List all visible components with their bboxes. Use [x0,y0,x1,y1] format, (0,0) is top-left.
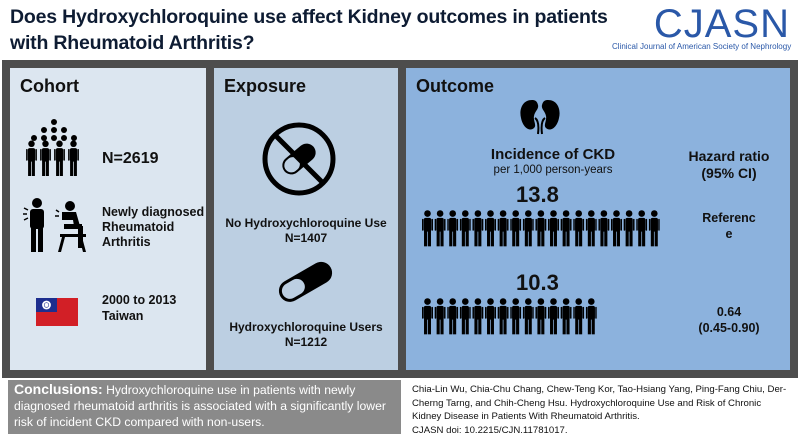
citation: Chia-Lin Wu, Chia-Chu Chang, Chew-Teng K… [412,383,792,437]
hazard-ratio-title: Hazard ratio (95% CI) [674,148,784,182]
conclusions: Conclusions: Hydroxychloroquine use in p… [14,381,399,430]
person-icon [611,210,622,247]
hr-no-hcq: Referenc e [674,210,784,242]
logo-subtitle: Clinical Journal of American Society of … [612,42,792,51]
citation-article: Hydroxychloroquine Use and Risk of Chron… [412,397,762,423]
cohort-heading: Cohort [20,76,79,96]
conclusions-text: Hydroxychloroquine use in patients with … [14,383,386,429]
incidence-unit: per 1,000 person-years [493,164,613,176]
people-row-hcq [422,298,604,335]
person-icon [598,298,604,335]
outcome-heading: Outcome [416,76,495,96]
condition-line-1: Newly diagnosed [102,205,205,219]
person-icon [560,210,572,247]
citation-authors: Chia-Lin Wu, Chia-Chu Chang, Chew-Teng K… [412,384,787,409]
person-icon [548,210,559,247]
hcq-users-label: Hydroxychloroquine Users [229,320,383,334]
cohort-country: Taiwan [102,309,144,323]
arthritis-patients-icon [23,198,86,252]
person-icon [636,210,648,247]
person-icon [623,210,635,247]
hcq-users-n: N=1212 [284,335,328,349]
person-icon [485,210,496,247]
hr-no-hcq-2: e [725,227,733,241]
citation-doi: CJASN doi: 10.2215/CJN.11781017. [412,424,568,436]
person-icon [522,210,534,247]
person-icon [422,298,433,335]
page-title: Does Hydroxychloroquine use affect Kidne… [10,6,608,54]
person-icon [434,210,446,247]
person-icon [510,210,522,247]
incidence-title: Incidence of CKD [490,146,616,163]
rate-no-hcq: 13.8 [516,182,559,207]
hr-hcq: 0.64 (0.45-0.90) [674,304,784,336]
cohort-period: 2000 to 2013 Taiwan [102,292,176,324]
hr-hcq-2: (0.45-0.90) [698,321,760,335]
person-icon [510,298,522,335]
cohort-panel: Cohort N=2619 [10,68,206,370]
person-icon [585,210,597,247]
main-frame: Cohort N=2619 [2,60,798,378]
pill-icon [278,261,333,302]
person-icon [535,298,547,335]
taiwan-flag-icon [36,298,78,326]
person-icon [497,210,509,247]
hazard-ratio-title-2: (95% CI) [701,165,757,181]
person-icon [573,210,585,247]
person-icon [585,298,597,335]
outcome-panel: Outcome Incidence of CKD per 1,000 perso… [406,68,790,370]
person-icon [573,298,585,335]
no-pill-icon [262,122,336,196]
condition-line-3: Arthritis [102,235,151,249]
no-hcq-n: N=1407 [284,231,328,245]
exposure-panel: Exposure No Hydroxychloroquine Use N=140… [214,68,398,370]
people-row-no-hcq [422,210,660,247]
conclusions-label: Conclusions: [14,381,103,397]
exposure-heading: Exposure [224,76,307,96]
person-icon [459,210,471,247]
cohort-n: N=2619 [102,150,159,167]
kidneys-icon [520,100,560,135]
person-icon [472,210,484,247]
person-icon [459,298,471,335]
person-icon [434,298,446,335]
person-icon [422,210,433,247]
exposure-group-users: Hydroxychloroquine Users N=1212 [214,320,398,350]
no-hcq-label: No Hydroxychloroquine Use [225,216,387,230]
cohort-condition: Newly diagnosed Rheumatoid Arthritis [102,205,204,250]
hr-hcq-1: 0.64 [716,305,742,319]
logo-text: CJASN [653,2,790,46]
population-icon [26,119,79,176]
hr-no-hcq-1: Referenc [702,211,756,225]
person-icon [447,210,459,247]
condition-line-2: Rheumatoid [102,220,175,234]
rate-hcq: 10.3 [516,270,559,295]
cohort-years: 2000 to 2013 [102,293,177,307]
person-icon [648,210,660,247]
person-icon [472,298,484,335]
journal-logo: CJASN Clinical Journal of American Socie… [612,2,792,51]
person-icon [535,210,547,247]
person-icon [560,298,572,335]
person-icon [598,210,610,247]
person-icon [485,298,496,335]
person-icon [447,298,459,335]
person-icon [497,298,509,335]
person-icon [548,298,559,335]
person-icon [522,298,534,335]
exposure-group-none: No Hydroxychloroquine Use N=1407 [214,216,398,246]
hazard-ratio-title-1: Hazard ratio [688,148,770,164]
conclusions-box [8,380,401,434]
